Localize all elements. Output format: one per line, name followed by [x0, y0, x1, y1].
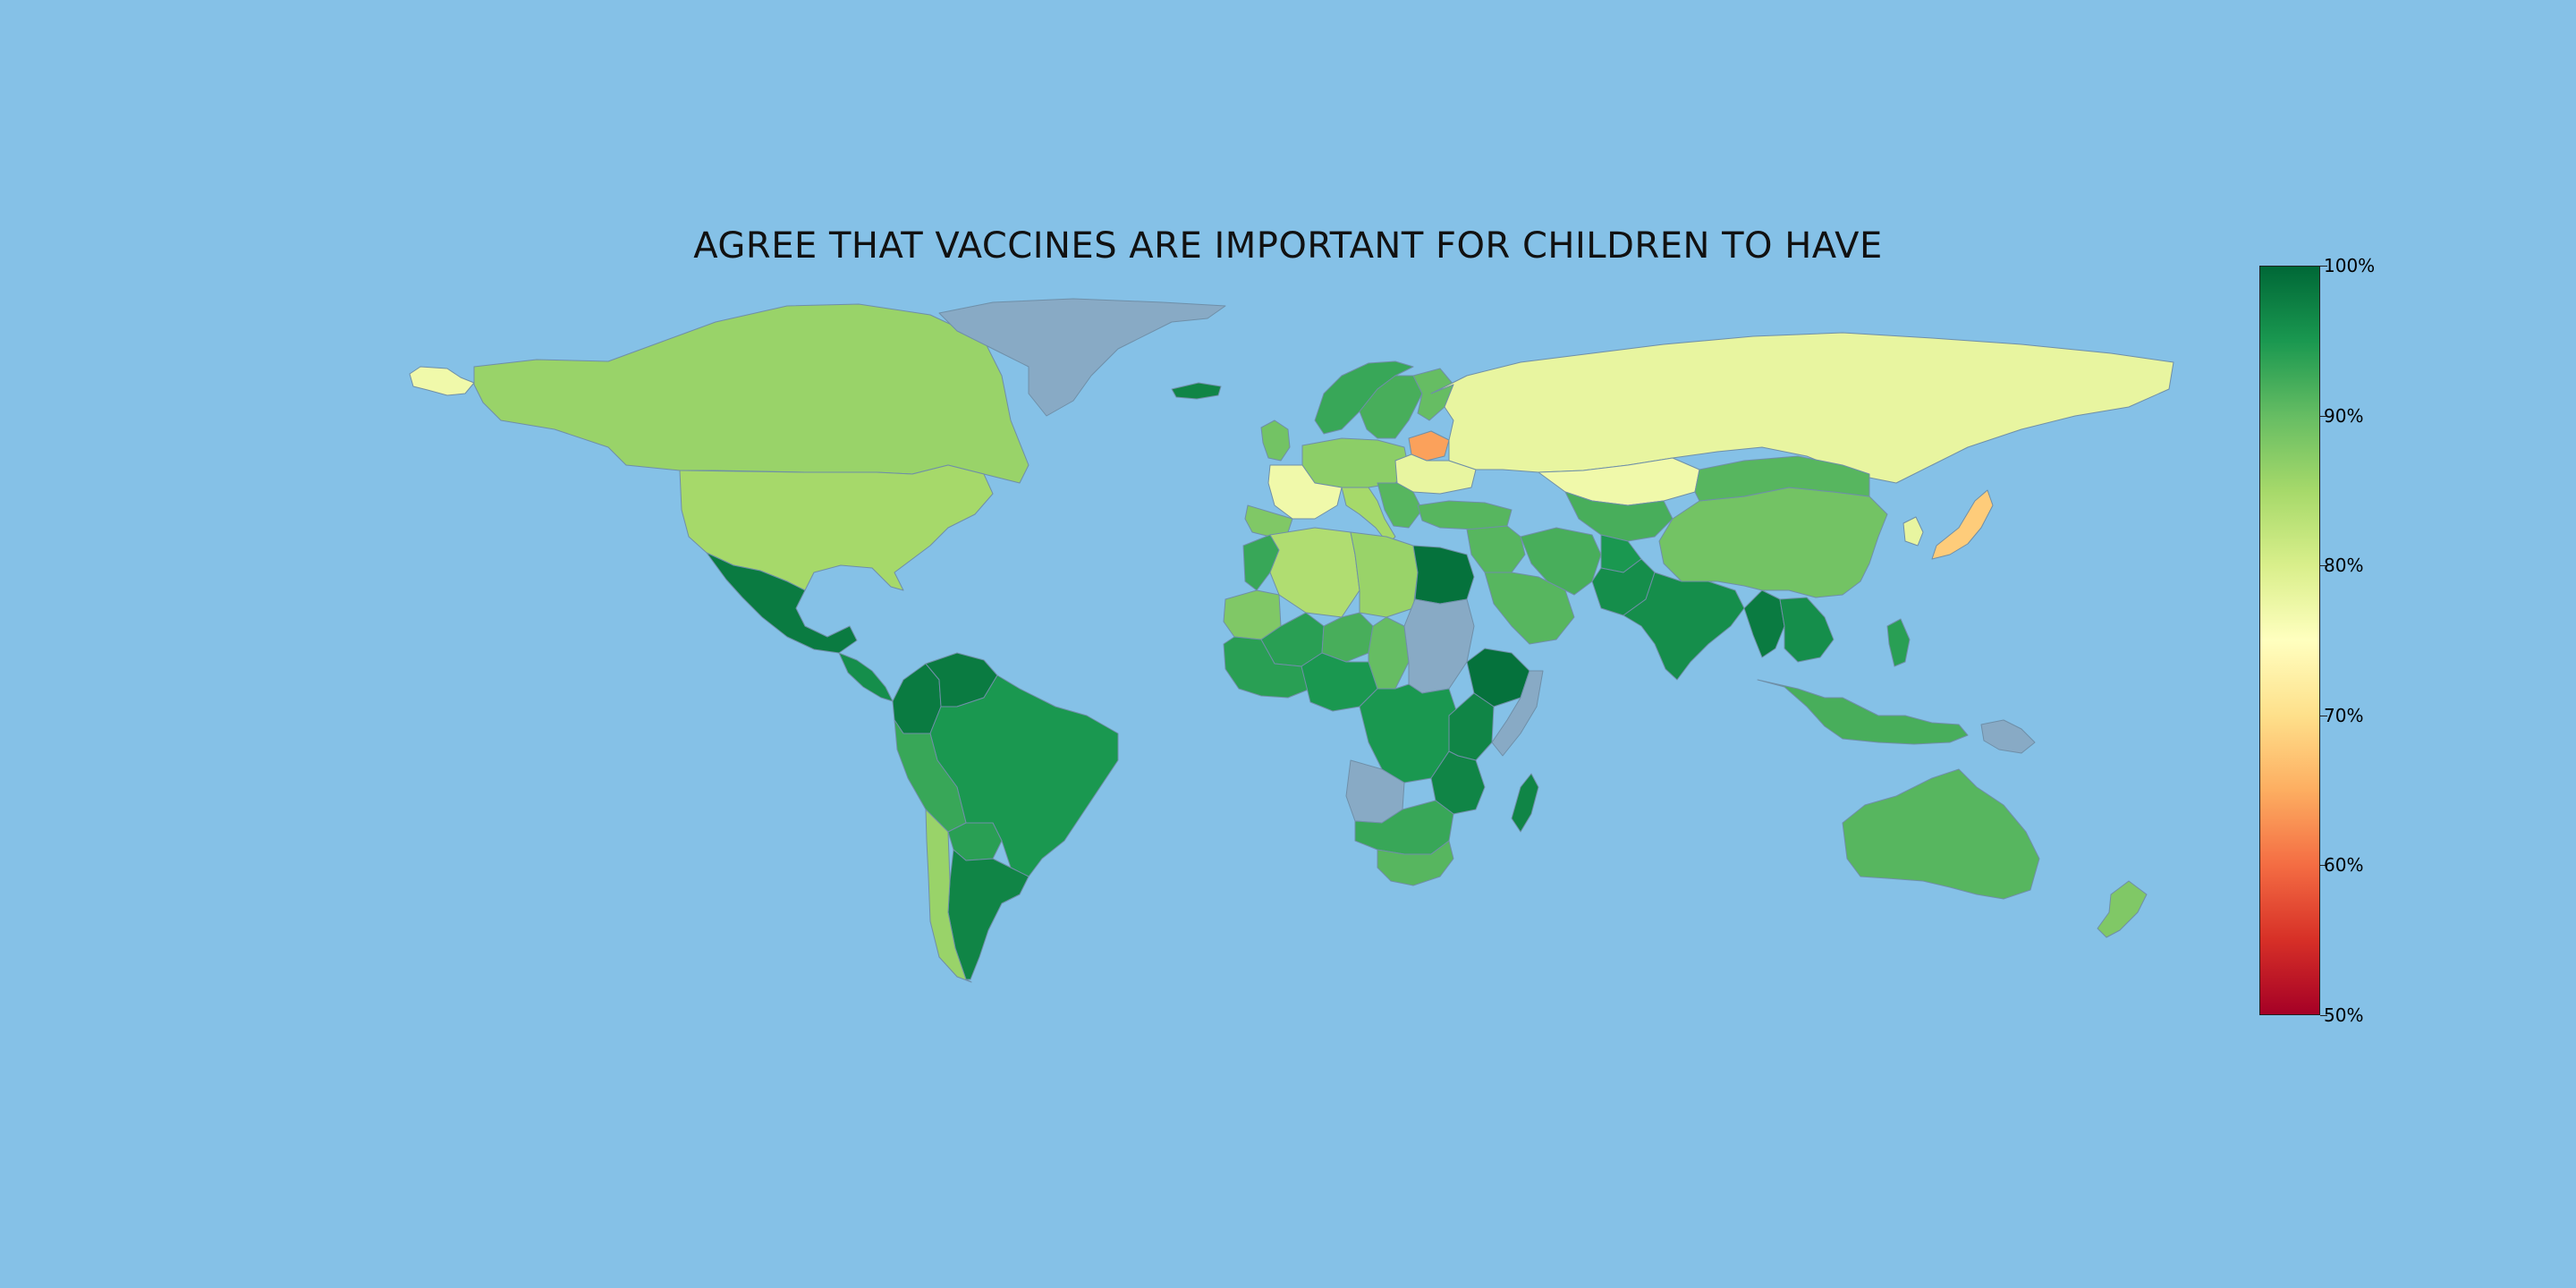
region-indonesia [1757, 679, 1969, 745]
region-france [1267, 464, 1343, 520]
region-mexico [706, 552, 858, 654]
region-chile [925, 809, 972, 983]
region-egypt [1412, 545, 1475, 605]
colorbar-tick-mark [2320, 1015, 2327, 1016]
region-colombia [892, 663, 942, 734]
region-australia [1842, 768, 2040, 900]
region-madagascar [1511, 773, 1539, 833]
region-south-africa [1377, 840, 1454, 886]
colorbar-tick-label: 70% [2324, 704, 2364, 726]
region-russia [1430, 332, 2174, 484]
region-united-kingdom [1260, 419, 1291, 462]
colorbar-tick-label: 60% [2324, 854, 2364, 877]
colorbar-tick-label: 50% [2324, 1004, 2364, 1026]
colorbar-tick-mark [2320, 865, 2327, 867]
region-finland [1412, 368, 1454, 421]
region-chad [1368, 616, 1410, 690]
region-saudi-arabia [1484, 572, 1575, 645]
region-turkey [1417, 500, 1513, 530]
region-philippines [1886, 618, 1911, 667]
region-libya [1350, 531, 1419, 618]
region-southeast-asia [1779, 597, 1835, 663]
region-balkans [1377, 482, 1423, 529]
region-central-asia [1564, 491, 1674, 542]
region-central-america [838, 652, 894, 702]
colorbar-tick-label: 80% [2324, 555, 2364, 577]
colorbar-tick-mark [2320, 266, 2327, 267]
region-greenland [938, 298, 1226, 417]
region-iceland [1171, 382, 1222, 400]
region-new-zealand [2097, 880, 2148, 938]
map-title: AGREE THAT VACCINES ARE IMPORTANT FOR CH… [693, 225, 1883, 267]
region-japan [1931, 489, 1994, 560]
region-middle-east [1466, 525, 1526, 573]
region-sweden [1359, 375, 1423, 439]
colorbar-tick-mark [2320, 415, 2327, 417]
region-sudan [1403, 598, 1475, 694]
region-myanmar [1743, 589, 1785, 658]
colorbar-tick-label: 90% [2324, 404, 2364, 427]
region-somalia [1491, 670, 1544, 757]
region-norway [1314, 360, 1414, 435]
region-canada [473, 303, 1030, 484]
region-alaska [409, 366, 475, 396]
region-korea [1902, 516, 1924, 547]
region-china [1658, 487, 1888, 598]
region-mongolia [1694, 455, 1870, 502]
colorbar-tick-mark [2320, 565, 2327, 567]
colorbar [2259, 266, 2320, 1015]
region-algeria [1269, 527, 1360, 618]
region-niger [1321, 612, 1374, 663]
region-india [1623, 572, 1745, 681]
colorbar-tick-label: 100% [2324, 255, 2376, 276]
region-kenya [1448, 692, 1495, 761]
region-papua-new-guinea [1980, 719, 2036, 754]
region-western-europe [1301, 437, 1410, 488]
